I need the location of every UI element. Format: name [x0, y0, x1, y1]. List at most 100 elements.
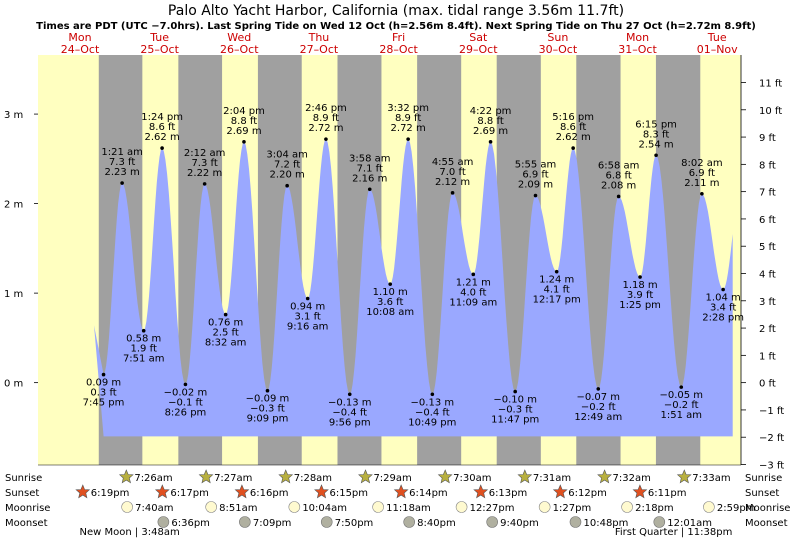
high-tide-label: 2.23 m [105, 167, 140, 178]
sunrise-time: 7:31am [533, 473, 571, 484]
sunset-time: 6:19pm [91, 488, 130, 499]
low-tide-point [141, 328, 146, 333]
low-tide-label: 9:56 pm [329, 417, 371, 428]
low-tide-label: −0.05 m [659, 390, 703, 401]
day-date-label: 26–Oct [220, 43, 259, 56]
sunset-icon [632, 484, 648, 499]
high-tide-label: 7.0 ft [439, 167, 465, 178]
sun-moon-rows: Sunrise Sunset Moonrise Moonset Sunrise … [5, 469, 790, 538]
low-tide-label: −0.4 ft [332, 407, 367, 418]
right-margin [741, 55, 793, 465]
high-tide-label: 1:24 pm [141, 112, 183, 123]
low-tide-label: 0.58 m [126, 334, 161, 345]
chart-title: Palo Alto Yacht Harbor, California (max.… [168, 3, 624, 19]
moonrise-time: 10:04am [302, 503, 347, 514]
high-tide-label: 2:12 am [184, 148, 226, 159]
low-tide-label: 1:25 pm [619, 300, 661, 311]
low-tide-point [596, 387, 601, 391]
high-tide-point [616, 194, 621, 199]
low-tide-label: 3.4 ft [710, 303, 736, 314]
low-tide-label: 1.24 m [539, 275, 574, 286]
moonrise-time: 2:18pm [635, 503, 674, 514]
moonrise-label-left: Moonrise [5, 503, 50, 514]
low-tide-label: 1:51 am [660, 410, 702, 421]
high-tide-label: 4:22 pm [470, 106, 512, 117]
high-tide-point [533, 193, 538, 198]
moonrise-icon [455, 501, 468, 513]
sunset-time: 6:11pm [648, 488, 687, 499]
low-tide-label: −0.3 ft [250, 404, 285, 415]
moonrise-icon [288, 501, 301, 513]
day-weekday-label: Mon [626, 31, 649, 44]
low-tide-label: 8:32 am [205, 338, 247, 349]
low-tide-label: 1.21 m [456, 277, 491, 288]
low-tide-label: 4.0 ft [460, 287, 486, 298]
high-tide-label: 2.08 m [601, 180, 636, 191]
sunset-icon [552, 484, 568, 499]
low-tide-point [223, 312, 228, 317]
high-tide-point [202, 182, 207, 186]
high-tide-label: 8.3 ft [643, 129, 669, 140]
low-tide-label: −0.13 m [411, 397, 455, 408]
moonrise-time: 1:27pm [553, 503, 592, 514]
low-tide-label: 12:17 pm [533, 295, 581, 306]
right-tick-label: −2 ft [759, 433, 784, 444]
right-tick-label: 10 ft [759, 106, 782, 117]
right-tick-label: 9 ft [759, 133, 776, 144]
moonset-label-left: Moonset [5, 518, 48, 529]
low-tide-label: 11:09 am [449, 297, 497, 308]
sunrise-icon [437, 469, 453, 484]
sunrise-icon [118, 469, 134, 484]
day-weekday-label: Sun [547, 31, 568, 44]
low-tide-label: 9:16 am [287, 321, 329, 332]
sunrise-icon [597, 469, 612, 484]
day-weekday-label: Mon [68, 31, 91, 44]
high-tide-label: 2.11 m [684, 178, 719, 189]
day-weekday-label: Wed [227, 31, 251, 44]
day-date-label: 25–Oct [140, 43, 179, 56]
left-tick-label: 0 m [4, 379, 23, 390]
day-date-label: 31–Oct [618, 43, 657, 56]
high-tide-point [700, 191, 704, 196]
moonset-time: 9:40pm [500, 518, 539, 529]
moonrise-icon [205, 501, 217, 513]
sunrise-icon [676, 469, 692, 484]
sunset-icon [473, 484, 489, 499]
high-tide-label: 2.12 m [435, 177, 470, 188]
high-tide-label: 7.1 ft [357, 163, 383, 174]
low-tide-label: 12:49 am [574, 412, 622, 423]
low-tide-label: −0.1 ft [168, 397, 203, 408]
low-tide-point [101, 372, 106, 377]
sunset-icon [314, 484, 329, 499]
high-tide-label: 6:15 pm [635, 119, 677, 130]
high-tide-point [367, 187, 372, 192]
high-tide-label: 2.54 m [638, 139, 673, 150]
moonrise-label-right: Moonrise [745, 503, 790, 514]
low-tide-label: 3.1 ft [295, 311, 321, 322]
high-tide-label: 6.9 ft [522, 170, 548, 181]
day-date-label: 29–Oct [459, 43, 498, 56]
moonset-icon [569, 516, 582, 528]
moonrise-icon [372, 501, 384, 513]
low-tide-point [305, 296, 310, 301]
moonset-time: 8:40pm [417, 518, 456, 529]
high-tide-point [450, 191, 455, 195]
daylight-band [38, 55, 99, 465]
high-tide-label: 2:46 pm [305, 103, 347, 114]
moonset-time: 7:09pm [253, 518, 292, 529]
tide-labels: 0.09 m0.3 ft7:45 pm1:21 am7.3 ft2.23 m0.… [83, 103, 744, 428]
day-weekday-label: Tue [707, 31, 727, 44]
low-tide-point [347, 392, 352, 397]
day-weekday-label: Tue [149, 31, 169, 44]
low-tide-label: 9:09 pm [247, 414, 289, 425]
high-tide-point [571, 146, 575, 150]
high-tide-label: 7.2 ft [274, 160, 300, 171]
moonset-time: 7:50pm [335, 518, 374, 529]
moonset-icon [403, 516, 415, 528]
low-tide-label: 10:08 am [366, 307, 414, 318]
low-tide-label: −0.10 m [493, 395, 537, 406]
high-tide-point [120, 181, 124, 185]
day-date-label: 27–Oct [300, 43, 339, 56]
high-tide-label: 8.6 ft [560, 122, 586, 133]
low-tide-point [554, 269, 559, 274]
